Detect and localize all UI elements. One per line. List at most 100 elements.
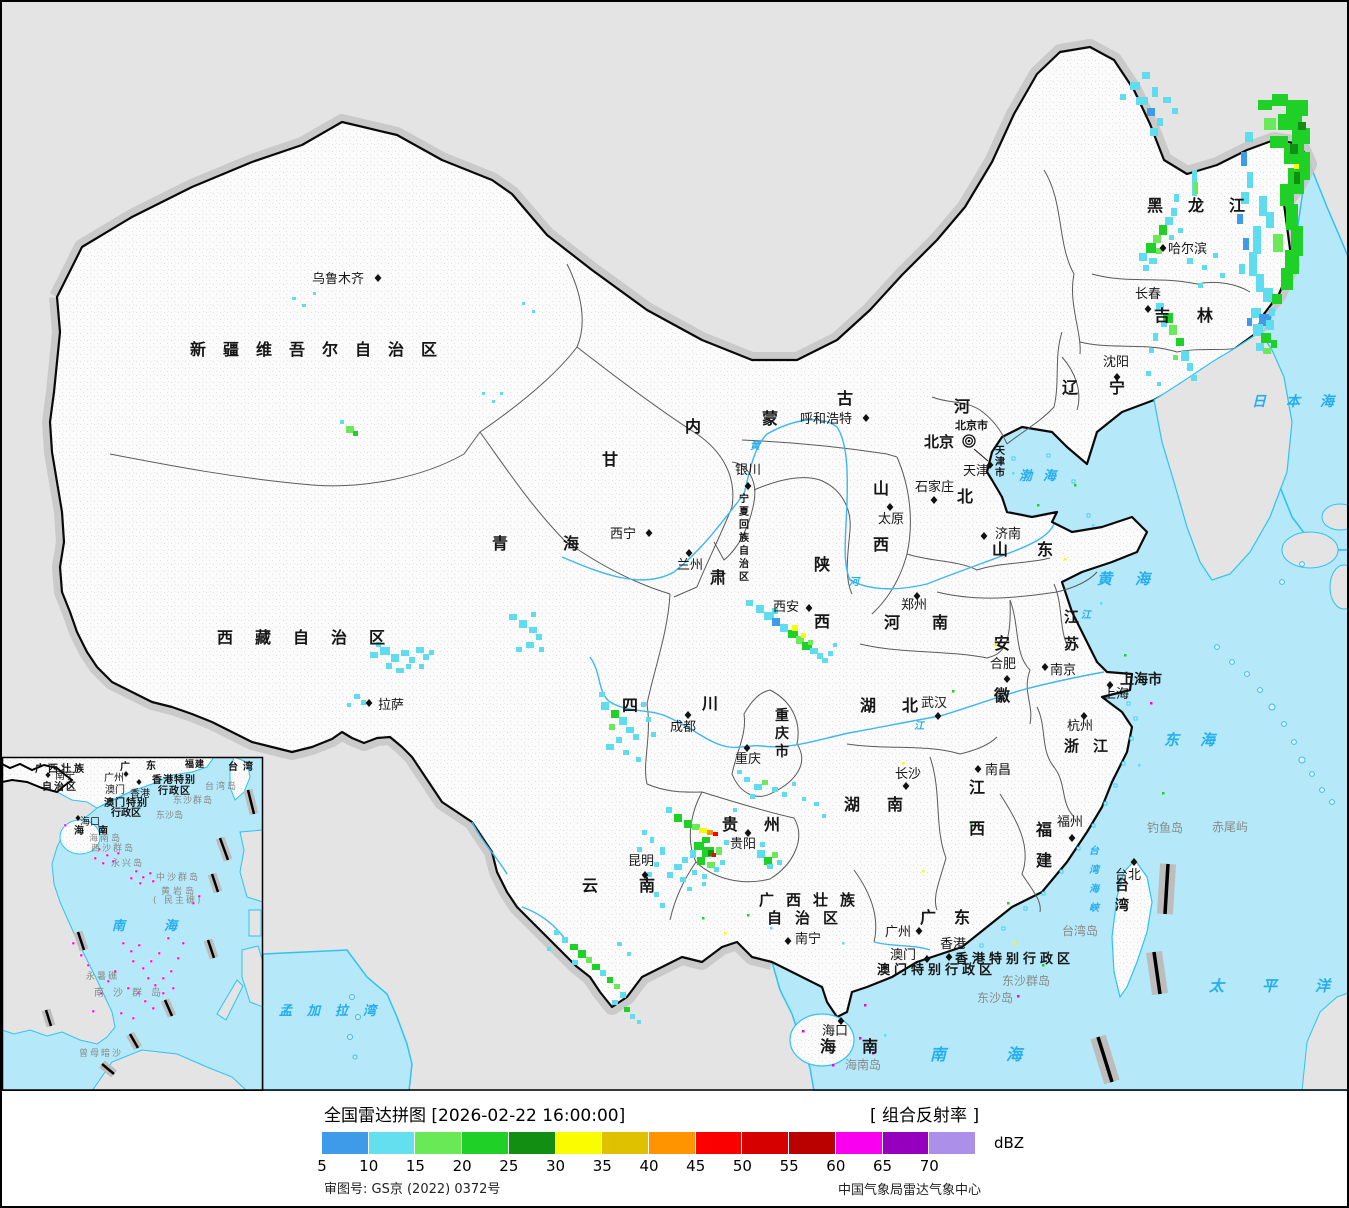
province-name-label: 香港特别行政区 xyxy=(954,951,1070,967)
inset-hainan xyxy=(59,819,101,855)
sea-name-label: 江 xyxy=(914,720,926,732)
city-name-label: 台北 xyxy=(1115,868,1141,883)
province-name-label: 四 xyxy=(622,696,638,715)
inset-city-label: 香港 xyxy=(130,788,150,800)
province-label-layer: 新疆维吾尔自治区西藏自治区青 海甘肃内 蒙古宁夏回族自治区陕西山西河北山 东河南江苏安… xyxy=(190,196,1245,1056)
province-name-label: 重庆市 xyxy=(775,707,789,760)
dbz-colorbar xyxy=(322,1132,976,1154)
province-name-label: 江西 xyxy=(969,778,985,838)
city-name-label: 成都 xyxy=(670,720,696,735)
province-name-label: 河 xyxy=(954,397,970,416)
dbz-tick: 65 xyxy=(873,1157,893,1175)
ryukyu-islands xyxy=(1214,561,1335,805)
province-name-label: 蒙 xyxy=(762,409,778,428)
city-name-label: 武汉 xyxy=(921,696,947,711)
colorbar-segment xyxy=(649,1132,695,1154)
city-marker xyxy=(1003,675,1011,683)
province-name-label: 安徽 xyxy=(993,634,1011,705)
coastal-islets xyxy=(956,453,1138,958)
colorbar-segment xyxy=(508,1132,555,1154)
city-marker xyxy=(974,765,982,773)
inset-city-label: 南宁 xyxy=(55,769,75,782)
korea-peninsula xyxy=(1153,331,1293,581)
colorbar-segment xyxy=(929,1132,976,1154)
city-name-label: 合肥 xyxy=(990,657,1016,672)
inset-province-label: 东 xyxy=(146,759,156,772)
inset-province-label: 广西壮族 xyxy=(35,762,85,775)
city-marker xyxy=(862,414,870,422)
city-name-label: 上海 xyxy=(1103,687,1129,702)
inset-province-label: 南 xyxy=(98,824,108,837)
province-name-label: 江苏 xyxy=(1064,608,1079,653)
province-name-label: 川 xyxy=(701,694,718,713)
province-name-label: 贵州 xyxy=(722,815,780,834)
andaman-islands xyxy=(347,994,361,1060)
province-name-label: 吉林 xyxy=(1154,306,1213,325)
dbz-tick-labels: 5 10 15 20 25 30 35 40 45 50 55 60 65 70 xyxy=(317,1157,1022,1175)
city-name-label: 海口 xyxy=(822,1024,848,1039)
city-name-label: 福州 xyxy=(1057,815,1083,830)
sea-name-label: 南海 xyxy=(930,1045,1025,1064)
province-name-label: 内 xyxy=(685,417,701,436)
japan-islands xyxy=(1281,503,1347,610)
city-name-label: 沈阳 xyxy=(1103,355,1129,370)
city-marker xyxy=(744,482,752,490)
city-name-label: 石家庄 xyxy=(915,479,954,495)
city-marker xyxy=(930,496,938,504)
city-name-label: 拉萨 xyxy=(378,698,404,713)
city-marker xyxy=(923,955,931,963)
province-name-label: 天津市 xyxy=(995,445,1006,479)
inset-island-label: 黄岩岛 xyxy=(161,885,194,897)
city-marker xyxy=(945,953,953,961)
city-marker xyxy=(934,712,942,720)
island-name-label: 钓鱼岛 xyxy=(1147,820,1183,835)
colorbar-segment xyxy=(602,1132,649,1154)
dbz-tick: 45 xyxy=(686,1157,706,1175)
hainan-island xyxy=(789,1013,855,1067)
inset-province-label: 台湾 xyxy=(228,760,253,773)
colorbar-segment xyxy=(415,1132,462,1154)
city-marker xyxy=(913,592,921,600)
inset-province-label: 行政区 xyxy=(157,784,190,797)
city-marker xyxy=(743,744,751,752)
colorbar-segment xyxy=(882,1132,929,1154)
province-name-label: 黑龙江 xyxy=(1147,196,1245,215)
colorbar-segment xyxy=(835,1132,882,1154)
city-marker xyxy=(915,927,923,935)
city-marker xyxy=(645,529,653,537)
sea-name-label: 黄海 xyxy=(1097,570,1153,588)
inset-island-label: 东沙岛 xyxy=(156,809,183,821)
city-name-label: 乌鲁木齐 xyxy=(312,271,364,287)
province-name-label: 广西壮族 xyxy=(759,891,856,909)
city-marker xyxy=(641,871,649,879)
colorbar-segment xyxy=(462,1132,508,1154)
sea-name-label: 江 xyxy=(1081,609,1093,621)
province-name-label: 广东 xyxy=(920,908,970,927)
dbz-tick: 30 xyxy=(546,1157,566,1175)
inset-island-label: 台湾岛 xyxy=(205,780,236,792)
sea-name-label: 日本海 xyxy=(1252,393,1337,410)
inset-island-label: (民主礁) xyxy=(153,894,201,906)
province-name-label: 青海 xyxy=(492,534,579,553)
inset-province-label: 澳门特别 xyxy=(104,796,147,809)
city-marker xyxy=(1106,681,1114,689)
city-name-label: 天津 xyxy=(963,464,989,479)
dbz-tick: 25 xyxy=(499,1157,519,1175)
city-marker xyxy=(136,779,142,785)
city-marker xyxy=(744,829,752,837)
city-marker xyxy=(75,815,81,821)
sea-name-label: 台湾海峡 xyxy=(1089,845,1101,914)
map-approval-number: 审图号: GS京 (2022) 0372号 xyxy=(324,1182,501,1197)
city-name-label: 南京 xyxy=(1050,662,1076,678)
province-name-label: 甘 xyxy=(602,450,618,469)
island-name-label: 赤尾屿 xyxy=(1212,820,1248,834)
city-name-label: 澳门 xyxy=(890,947,916,963)
province-name-label: 湖南 xyxy=(844,795,903,814)
city-marker xyxy=(365,699,373,707)
inset-city-label: 澳门 xyxy=(105,783,125,796)
inset-china-border xyxy=(2,762,74,794)
city-name-label: 香港 xyxy=(940,937,966,952)
inset-label-layer: 广西壮族自治区 广 东 福建 台湾香港特别行政区澳门特别行政区海 南 台湾岛东沙群岛东沙岛海… xyxy=(35,758,253,1059)
